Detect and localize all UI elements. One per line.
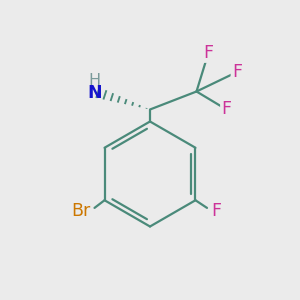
- Text: H: H: [88, 73, 101, 88]
- Text: Br: Br: [71, 202, 91, 220]
- Text: F: F: [203, 44, 214, 62]
- Text: F: F: [211, 202, 221, 220]
- Text: F: F: [221, 100, 232, 118]
- Text: N: N: [87, 84, 102, 102]
- Text: F: F: [232, 63, 242, 81]
